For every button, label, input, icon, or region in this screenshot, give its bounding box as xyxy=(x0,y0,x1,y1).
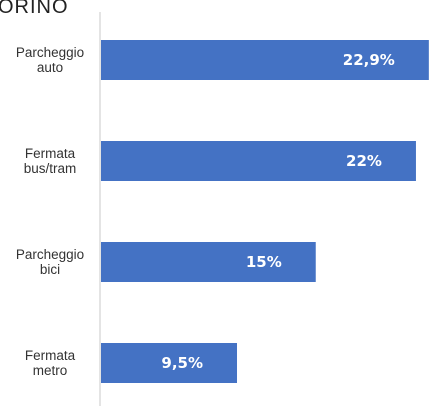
category-label-1: Fermata bus/tram xyxy=(24,146,77,176)
category-label-1-line-1: bus/tram xyxy=(24,161,77,176)
bar-3 xyxy=(101,343,238,383)
category-label-3-line-1: metro xyxy=(33,363,68,378)
category-label-2: Parcheggio bici xyxy=(16,247,84,277)
category-label-1-line-0: Fermata xyxy=(25,146,76,161)
value-label-0: 22,9% xyxy=(343,51,395,69)
value-labels: 22,9% 22% 15% 9,5% xyxy=(161,51,394,372)
category-label-0-line-1: auto xyxy=(37,60,63,75)
bar-series xyxy=(101,40,429,383)
bar-1 xyxy=(101,141,416,181)
category-label-0: Parcheggio auto xyxy=(16,45,84,75)
chart-title-fragment: ORINO xyxy=(0,0,69,18)
value-label-2: 15% xyxy=(246,253,282,271)
bar-0 xyxy=(101,40,429,80)
bar-2 xyxy=(101,242,316,282)
value-label-3: 9,5% xyxy=(161,354,203,372)
category-label-0-line-0: Parcheggio xyxy=(16,45,84,60)
category-label-2-line-1: bici xyxy=(40,262,60,277)
category-label-3-line-0: Fermata xyxy=(25,348,76,363)
category-label-2-line-0: Parcheggio xyxy=(16,247,84,262)
category-label-3: Fermata metro xyxy=(25,348,76,378)
value-label-1: 22% xyxy=(346,152,382,170)
